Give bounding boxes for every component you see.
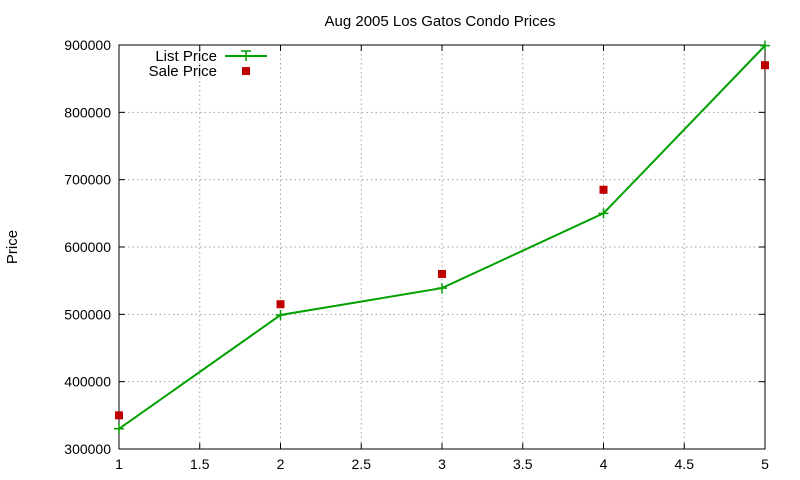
x-tick-label: 2.5 <box>352 456 372 472</box>
sale-price-point <box>438 269 446 278</box>
x-tick-label: 1.5 <box>190 456 210 472</box>
legend-marker-list-price <box>241 50 251 61</box>
axis-ticks <box>118 44 766 450</box>
y-tick-label: 300000 <box>64 441 111 457</box>
grid <box>119 45 765 449</box>
y-tick-labels: 300000 400000 500000 600000 700000 800000 9000… <box>64 37 111 457</box>
legend-marker-sale-price <box>242 67 250 75</box>
y-tick-label: 800000 <box>64 104 111 120</box>
legend-label-sale-price: Sale Price <box>149 63 217 80</box>
sale-price-point <box>761 61 769 70</box>
x-tick-label: 2 <box>277 456 285 472</box>
y-tick-label: 900000 <box>64 37 111 53</box>
x-tick-label: 3 <box>438 456 446 472</box>
y-tick-label: 500000 <box>64 306 111 322</box>
list-price-point <box>275 310 286 321</box>
y-tick-label: 400000 <box>64 374 111 390</box>
x-tick-labels: 1 1.5 2 2.5 3 3.5 4 4.5 5 <box>115 456 769 472</box>
x-tick-label: 1 <box>115 456 123 472</box>
list-price-point <box>114 423 124 434</box>
list-price-line <box>118 44 766 430</box>
series <box>114 40 770 434</box>
legend-label-list-price: List Price <box>155 48 217 65</box>
x-tick-label: 3.5 <box>513 456 533 472</box>
x-tick-label: 5 <box>761 456 769 472</box>
x-tick-label: 4.5 <box>675 456 695 472</box>
y-axis-label: Price <box>4 230 21 264</box>
legend: List Price Sale Price <box>149 48 267 80</box>
list-price-point <box>437 283 447 294</box>
x-tick-label: 4 <box>600 456 608 472</box>
sale-price-point <box>115 411 123 420</box>
list-price-point <box>760 40 770 51</box>
y-tick-label: 600000 <box>64 239 111 255</box>
y-tick-label: 700000 <box>64 172 111 188</box>
sale-price-point <box>599 185 608 194</box>
chart-title: Aug 2005 Los Gatos Condo Prices <box>325 13 556 30</box>
list-price-point <box>598 208 609 219</box>
sale-price-point <box>276 300 285 309</box>
